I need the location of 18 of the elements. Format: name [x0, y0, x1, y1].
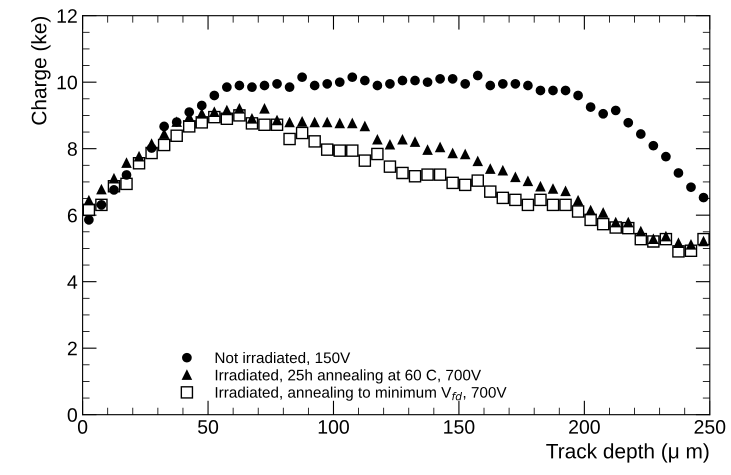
x-tick-label: 250 — [694, 420, 726, 434]
legend-label: Irradiated, annealing to minimum V$_{fd}$, 700V — [216, 386, 507, 401]
y-tick-label: 10 — [58, 76, 77, 90]
legend-label: Irradiated, 25h annealing at 60 C, 700V — [216, 369, 482, 384]
y-tick-label: 2 — [68, 342, 77, 356]
y-tick-label: 0 — [68, 408, 77, 422]
x-tick-label: 100 — [318, 420, 349, 434]
legend-label: Not irradiated, 150V — [216, 352, 350, 365]
x-axis-title: Track depth (μ m) — [546, 443, 709, 463]
x-tick-label: 50 — [198, 420, 218, 434]
y-tick-label: 12 — [58, 9, 77, 23]
x-tick-label: 200 — [569, 420, 600, 434]
y-tick-label: 8 — [68, 142, 77, 156]
y-axis-title: Charge (ke) — [31, 16, 51, 125]
y-tick-label: 6 — [68, 208, 77, 222]
x-tick-label: 0 — [78, 420, 88, 434]
x-tick-label: 150 — [444, 420, 474, 434]
y-tick-label: 4 — [67, 275, 78, 289]
